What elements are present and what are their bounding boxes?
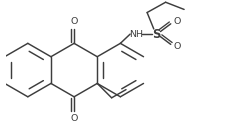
Text: NH: NH — [129, 30, 143, 39]
Text: O: O — [70, 17, 78, 26]
Text: O: O — [174, 42, 181, 51]
Text: O: O — [70, 114, 78, 123]
Text: S: S — [152, 28, 161, 41]
Text: O: O — [174, 17, 181, 26]
